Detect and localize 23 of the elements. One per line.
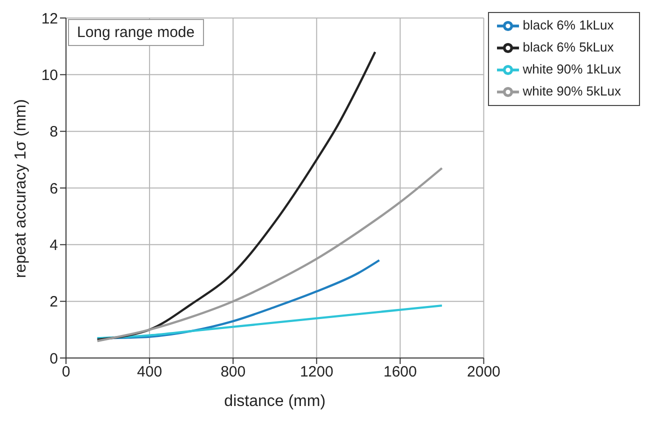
- line-series: [96, 50, 376, 341]
- y-tick-label: 10: [41, 66, 58, 84]
- line-series: [96, 167, 444, 342]
- y-tick-label: 0: [50, 350, 58, 368]
- y-tick-label: 12: [41, 10, 58, 28]
- x-tick-label: 2000: [467, 364, 500, 381]
- legend-label: white 90% 5kLux: [522, 83, 621, 98]
- y-tick-label: 4: [50, 236, 58, 254]
- y-axis-title: repeat accuracy 1σ (mm): [12, 99, 30, 278]
- legend-label: white 90% 1kLux: [522, 61, 621, 76]
- y-tick-label: 6: [50, 180, 58, 198]
- x-tick-label: 1200: [300, 364, 334, 381]
- legend-label: black 6% 1kLux: [522, 17, 614, 32]
- x-tick-label: 1600: [383, 364, 417, 381]
- y-tick-label: 8: [50, 124, 58, 141]
- annotation: Long range mode: [68, 19, 204, 46]
- legend-label: black 6% 5kLux: [522, 39, 614, 54]
- x-axis-title: distance (mm): [224, 393, 326, 410]
- x-tick-label: 400: [137, 364, 162, 381]
- line-series: [96, 304, 444, 340]
- y-tick-label: 2: [50, 294, 58, 311]
- x-tick-label: 800: [220, 364, 246, 381]
- x-tick-label: 0: [62, 364, 70, 381]
